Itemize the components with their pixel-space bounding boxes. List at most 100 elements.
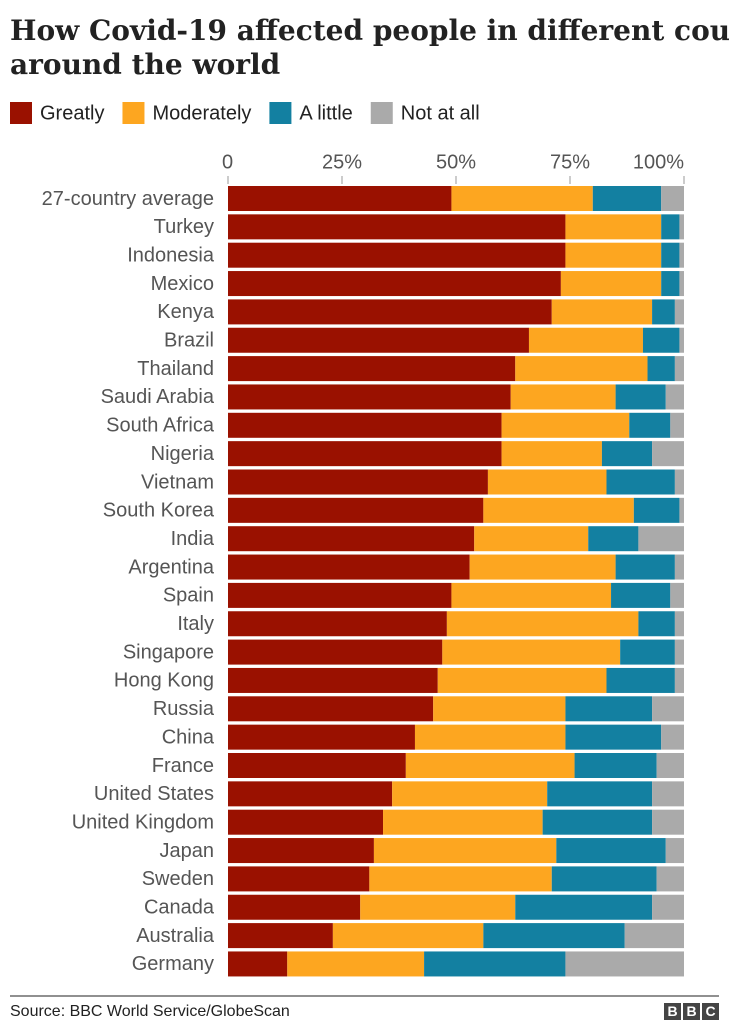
- title-line: How Covid-19 affected people in differen…: [10, 14, 729, 47]
- bar-segment: [652, 299, 675, 325]
- bar-segment: [442, 639, 621, 665]
- bar-segment: [661, 242, 680, 268]
- legend-label: Moderately: [152, 102, 251, 124]
- bar-segment: [424, 951, 566, 977]
- bar-segment: [629, 412, 671, 438]
- category-label: Nigeria: [151, 443, 215, 465]
- bar-segment: [501, 441, 602, 467]
- bar-segment: [414, 724, 566, 750]
- bar-segment: [373, 838, 557, 864]
- category-label: Kenya: [157, 301, 215, 323]
- category-label: Saudi Arabia: [101, 386, 215, 408]
- bar-segment: [405, 753, 575, 778]
- bar-segment: [469, 554, 616, 580]
- legend-label: A little: [299, 102, 352, 124]
- category-label: Hong Kong: [114, 670, 214, 692]
- bar-segment: [679, 271, 684, 297]
- bar-segment: [483, 923, 625, 949]
- category-label: Argentina: [128, 556, 214, 578]
- bar-segment: [674, 356, 684, 382]
- bar-segment: [487, 469, 607, 495]
- bar-segment: [620, 639, 675, 665]
- bar-segment: [601, 441, 653, 467]
- bar-segment: [228, 327, 529, 353]
- bar-segment: [642, 327, 680, 353]
- bar-segment: [332, 923, 484, 949]
- bar-segment: [228, 838, 374, 864]
- category-label: 27-country average: [42, 188, 214, 210]
- bar-segment: [515, 356, 648, 382]
- bar-segment: [228, 951, 288, 977]
- bar-segment: [228, 271, 561, 297]
- bar-segment: [228, 866, 370, 892]
- bar-segment: [228, 242, 566, 268]
- category-label: South Africa: [106, 415, 215, 437]
- bar-segment: [228, 667, 438, 693]
- category-label: Thailand: [137, 358, 214, 380]
- category-label: South Korea: [103, 500, 215, 522]
- bar-segment: [437, 667, 607, 693]
- bar-segment: [624, 923, 684, 949]
- category-label: Japan: [160, 840, 215, 862]
- bar-segment: [228, 356, 516, 382]
- bar-segment: [228, 753, 406, 778]
- bar-segment: [446, 611, 639, 637]
- bar-segment: [588, 526, 639, 552]
- legend-swatch: [370, 102, 393, 124]
- bar-segment: [656, 866, 684, 892]
- x-tick-label: 50%: [436, 151, 476, 173]
- legend-swatch: [10, 102, 32, 124]
- bar-segment: [560, 271, 662, 297]
- bar-segment: [228, 441, 502, 467]
- bar-segment: [565, 696, 653, 722]
- bar-segment: [451, 186, 593, 211]
- bar-segment: [565, 214, 662, 240]
- x-tick-label: 25%: [322, 151, 362, 173]
- category-label: Russia: [153, 698, 215, 720]
- category-label: Brazil: [164, 330, 214, 352]
- bar-segment: [383, 809, 543, 835]
- bar-segment: [433, 696, 566, 722]
- category-label: India: [171, 528, 215, 550]
- bar-segment: [679, 497, 684, 523]
- bar-segment: [228, 724, 415, 750]
- x-tick-label: 75%: [550, 151, 590, 173]
- bar-segment: [670, 412, 684, 438]
- bar-segment: [228, 582, 452, 608]
- bar-segment: [228, 384, 511, 410]
- bar-segment: [542, 809, 653, 835]
- bar-segment: [515, 894, 653, 920]
- x-tick-label: 0: [222, 151, 233, 173]
- logo-block: [664, 1003, 681, 1020]
- bar-segment: [228, 923, 333, 949]
- bar-segment: [674, 299, 684, 325]
- bar-segment: [228, 214, 566, 240]
- bar-segment: [674, 611, 684, 637]
- logo-letter: B: [667, 1003, 677, 1019]
- legend-label: Greatly: [40, 102, 104, 124]
- bar-segment: [228, 412, 502, 438]
- bar-segment: [638, 611, 675, 637]
- bar-segment: [592, 186, 662, 211]
- bar-segment: [451, 582, 612, 608]
- bar-segment: [615, 384, 666, 410]
- bar-segment: [228, 696, 434, 722]
- bar-segment: [661, 186, 684, 211]
- bar-segment: [611, 582, 671, 608]
- bar-segment: [228, 299, 552, 325]
- bar-segment: [228, 186, 452, 211]
- bar-segment: [679, 214, 684, 240]
- bar-segment: [665, 838, 684, 864]
- logo-block: [702, 1003, 719, 1020]
- category-label: United Kingdom: [72, 811, 214, 833]
- bar-segment: [679, 327, 684, 353]
- bar-segment: [679, 242, 684, 268]
- category-label: France: [152, 755, 214, 777]
- bar-segment: [674, 667, 684, 693]
- bar-segment: [483, 497, 634, 523]
- bar-segment: [606, 667, 675, 693]
- category-label: Italy: [177, 613, 214, 635]
- bar-segment: [528, 327, 643, 353]
